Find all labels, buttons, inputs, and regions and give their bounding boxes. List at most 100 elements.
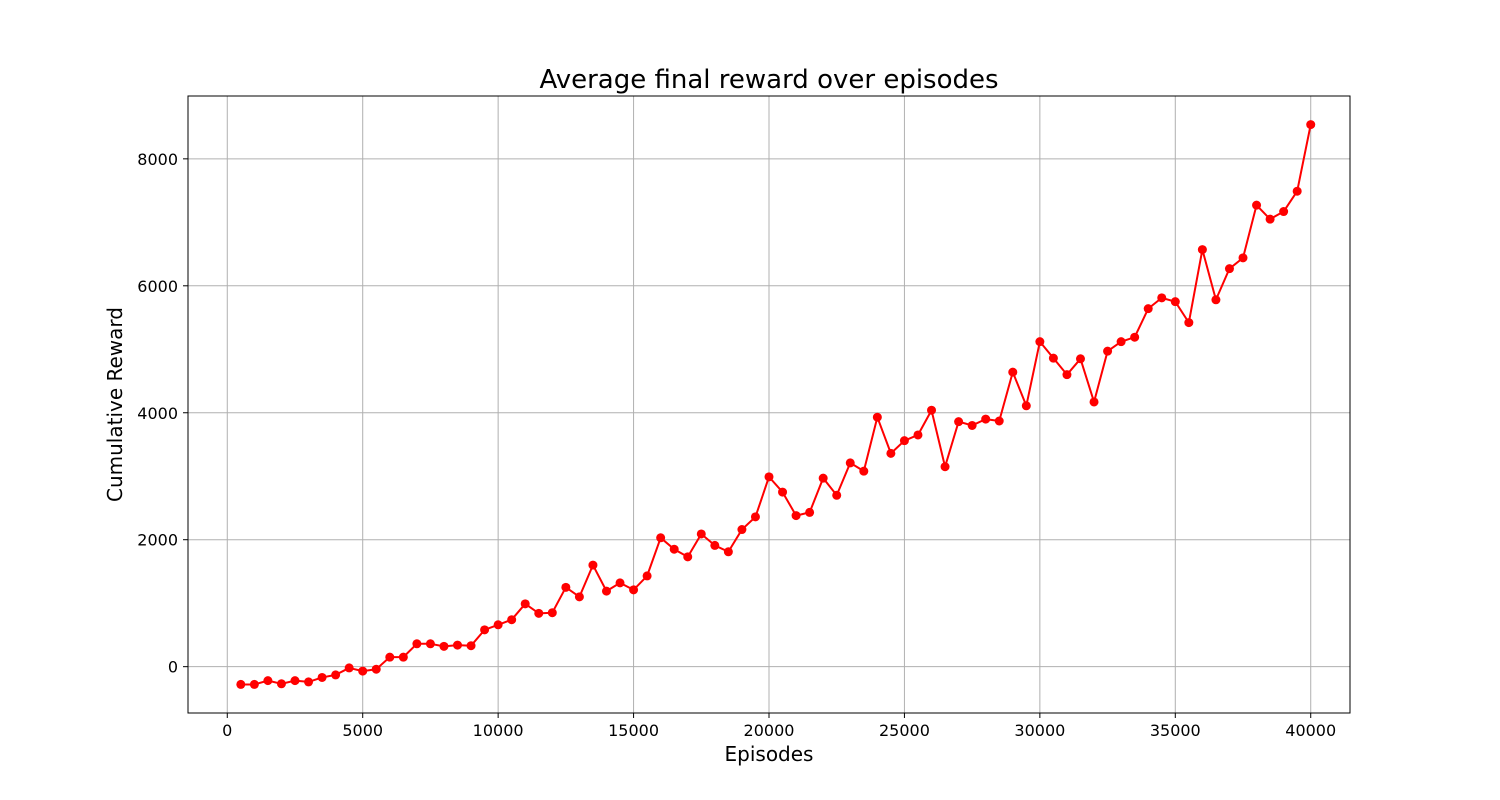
- data-point: [1021, 401, 1031, 411]
- data-point: [710, 540, 720, 550]
- data-point: [480, 625, 490, 635]
- data-point: [805, 507, 815, 517]
- y-axis-label: Cumulative Reward: [103, 307, 127, 502]
- grid-layer: [188, 96, 1350, 713]
- data-point: [994, 416, 1004, 426]
- data-point: [750, 512, 760, 522]
- data-point: [872, 412, 882, 422]
- series-line: [240, 124, 1312, 686]
- y-tick-label: 4000: [137, 404, 178, 423]
- data-point: [1292, 186, 1302, 196]
- data-point: [642, 571, 652, 581]
- data-point: [344, 663, 354, 673]
- data-point: [385, 652, 395, 662]
- data-point: [588, 560, 598, 570]
- y-axis: 0 2000 4000 6000 8000: [137, 150, 188, 677]
- x-tick-label: 25000: [879, 721, 930, 740]
- x-axis: 0 5000 10000 15000 20000 25000 30000 35000 40000: [222, 713, 1336, 740]
- data-point: [1238, 253, 1248, 263]
- data-point: [913, 430, 923, 440]
- data-point: [954, 417, 964, 427]
- data-point: [669, 544, 679, 554]
- data-point: [317, 672, 327, 682]
- data-point: [412, 639, 422, 649]
- data-point: [1143, 304, 1153, 314]
- data-point: [439, 641, 449, 651]
- x-tick-label: 10000: [473, 721, 524, 740]
- data-point: [1170, 297, 1180, 307]
- data-point: [899, 436, 909, 446]
- data-point: [358, 666, 368, 676]
- data-point: [1184, 318, 1194, 328]
- data-point: [683, 552, 693, 562]
- data-point: [601, 586, 611, 596]
- data-point: [249, 679, 259, 689]
- data-point: [1306, 120, 1316, 130]
- data-point: [818, 473, 828, 483]
- data-point: [1048, 353, 1058, 363]
- data-point: [290, 676, 300, 686]
- data-point: [1279, 207, 1289, 217]
- data-point: [967, 420, 977, 430]
- data-point: [574, 592, 584, 602]
- data-point: [629, 585, 639, 595]
- data-point: [1116, 337, 1126, 347]
- data-point: [520, 599, 530, 609]
- data-point: [534, 608, 544, 618]
- data-point: [859, 466, 869, 476]
- x-tick-label: 20000: [744, 721, 795, 740]
- data-point: [1062, 370, 1072, 380]
- y-tick-label: 0: [168, 658, 178, 677]
- data-point: [778, 487, 788, 497]
- x-tick-label: 35000: [1150, 721, 1201, 740]
- data-point: [1130, 332, 1140, 342]
- data-point: [1035, 337, 1045, 347]
- data-point: [276, 679, 286, 689]
- x-tick-label: 40000: [1285, 721, 1336, 740]
- y-tick-label: 2000: [137, 531, 178, 550]
- data-point: [764, 472, 774, 482]
- data-point: [263, 676, 273, 686]
- data-point: [1089, 397, 1099, 407]
- data-point: [453, 640, 463, 650]
- data-point: [845, 458, 855, 468]
- data-point: [723, 547, 733, 557]
- data-point: [656, 533, 666, 543]
- data-point: [1075, 354, 1085, 364]
- data-point: [371, 664, 381, 674]
- data-point: [696, 529, 706, 539]
- data-point: [466, 641, 476, 651]
- data-point: [927, 405, 937, 415]
- data-point: [425, 639, 435, 649]
- data-point: [304, 677, 314, 687]
- x-tick-label: 0: [222, 721, 232, 740]
- data-point: [832, 490, 842, 500]
- y-tick-label: 6000: [137, 277, 178, 296]
- data-point: [236, 679, 246, 689]
- data-point: [1008, 367, 1018, 377]
- data-point: [331, 670, 341, 680]
- data-point: [737, 525, 747, 535]
- data-point: [1103, 346, 1113, 356]
- x-axis-label: Episodes: [725, 742, 814, 766]
- data-point: [493, 620, 503, 630]
- data-point: [507, 615, 517, 625]
- chart-title: Average final reward over episodes: [539, 65, 998, 95]
- data-point: [1265, 214, 1275, 224]
- data-point: [886, 448, 896, 458]
- series-layer: [236, 120, 1316, 689]
- y-tick-label: 8000: [137, 150, 178, 169]
- plot-area-frame: [187, 95, 1351, 714]
- data-point: [1252, 200, 1262, 210]
- data-point: [981, 414, 991, 424]
- data-point: [615, 578, 625, 588]
- x-tick-label: 30000: [1014, 721, 1065, 740]
- data-point: [1211, 295, 1221, 305]
- data-point: [940, 462, 950, 472]
- data-point: [547, 608, 557, 618]
- data-point: [791, 511, 801, 521]
- data-point: [1224, 264, 1234, 274]
- x-tick-label: 15000: [608, 721, 659, 740]
- data-point: [1197, 245, 1207, 255]
